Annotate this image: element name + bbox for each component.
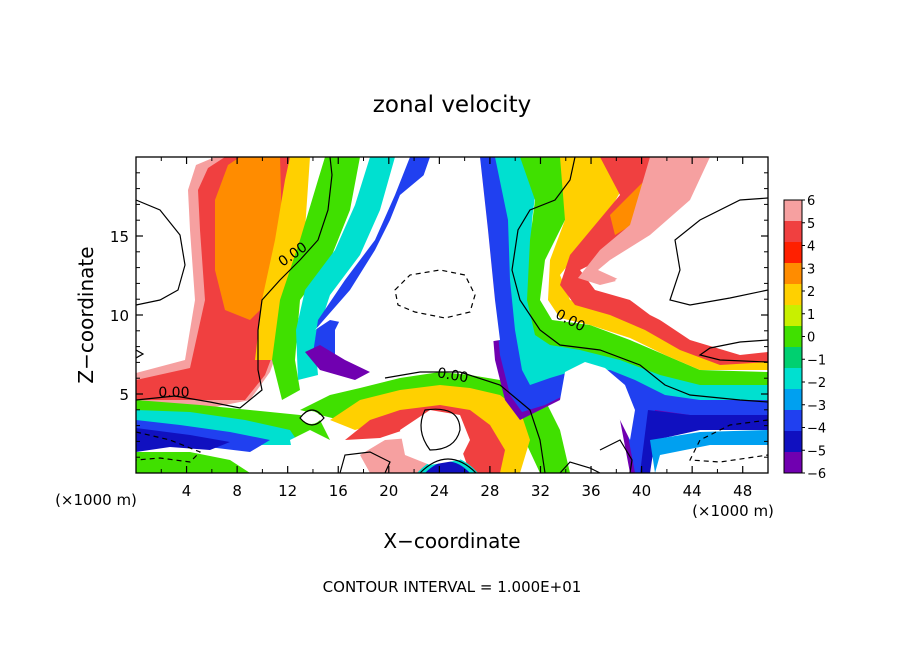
x-tick-label: 24	[430, 482, 449, 500]
colorbar-swatch	[784, 263, 802, 284]
contour-zero-central	[384, 371, 546, 473]
south-central-void	[400, 410, 470, 465]
left-column-yellow	[255, 157, 310, 360]
colorbar-swatch	[784, 326, 802, 347]
colorbar-swatch	[784, 452, 802, 473]
central-void	[315, 157, 500, 345]
x-tick-label: 44	[683, 482, 702, 500]
colorbar-label: 5	[807, 217, 815, 232]
contour-zero-left	[136, 157, 333, 409]
colorbar-label: −2	[807, 376, 826, 391]
x-axis-unit-left: (×1000 m)	[55, 491, 137, 509]
x-tick-label: 20	[379, 482, 398, 500]
east-column-green	[520, 157, 768, 385]
colorbar-swatch	[784, 368, 802, 389]
x-axis-label: X−coordinate	[383, 529, 520, 553]
x-tick-label: 28	[480, 482, 499, 500]
x-tick-label: 8	[232, 482, 242, 500]
east-lower-void	[560, 362, 635, 440]
colorbar: 6 5 4 3 2 1 0 −1 −2 −3 −4 −5 −6	[783, 194, 826, 482]
x-tick-label: 32	[531, 482, 550, 500]
colorbar-swatch	[784, 410, 802, 431]
chart-title: zonal velocity	[373, 92, 531, 118]
colorbar-swatch	[784, 431, 802, 452]
colorbar-label: −6	[807, 467, 826, 482]
x-tick-label: 40	[632, 482, 651, 500]
lower-left-void	[290, 430, 340, 473]
central-band-yellow	[330, 385, 530, 473]
colorbar-label: −1	[807, 353, 826, 368]
colorbar-label: 1	[807, 308, 815, 323]
colorbar-swatch	[784, 305, 802, 326]
x-tick-label: 4	[182, 482, 192, 500]
colorbar-label: 6	[807, 194, 815, 209]
colorbar-label: 0	[807, 331, 815, 346]
x-tick-label: 12	[278, 482, 297, 500]
colorbar-label: −3	[807, 399, 826, 414]
colorbar-swatch	[784, 221, 802, 242]
colorbar-swatch	[784, 200, 802, 221]
contour-south-left	[339, 451, 391, 473]
lower-left-navy	[136, 428, 230, 452]
x-axis-unit-right: (×1000 m)	[692, 502, 774, 520]
contour-dash-lower-left	[136, 431, 202, 463]
x-axis: 4 8 12 16 20 24 28 32 36 40 44 48	[160, 157, 752, 500]
y-axis-label: Z−coordinate	[74, 246, 98, 383]
bottom-blue-dome	[425, 461, 470, 473]
east-column-yellow	[548, 157, 768, 370]
y-tick-label: 10	[110, 307, 129, 325]
contour-upper-right	[669, 197, 768, 306]
x-tick-label: 48	[733, 482, 752, 500]
colorbar-label: −4	[807, 422, 826, 437]
y-tick-label: 5	[119, 386, 129, 404]
colorbar-swatch	[784, 284, 802, 305]
contour-lines	[136, 157, 768, 473]
y-tick-label: 15	[110, 228, 129, 246]
x-tick-label: 36	[581, 482, 600, 500]
contour-dash-central	[394, 269, 476, 319]
colorbar-swatch	[784, 389, 802, 410]
colorbar-label: 2	[807, 285, 815, 300]
colorbar-swatch	[784, 242, 802, 263]
contour-south-loop	[420, 408, 461, 451]
west-band-cyan	[296, 157, 395, 380]
colorbar-label: 4	[807, 240, 815, 255]
lower-right-navy	[640, 410, 768, 473]
central-band-red	[345, 405, 505, 473]
colorbar-label: −5	[807, 444, 826, 459]
contour-bottom-right	[559, 461, 601, 473]
lower-right-cyan	[650, 430, 768, 473]
x-tick-label: 16	[329, 482, 348, 500]
contour-zero-east	[511, 157, 768, 403]
west-band-purple	[305, 345, 370, 380]
east-column-pink	[578, 157, 710, 285]
contour-bottom-dome	[419, 458, 477, 473]
contour-label: 0.00	[158, 385, 189, 401]
y-axis: 5 10 15	[110, 172, 768, 458]
contour-label: 0.00	[436, 365, 469, 386]
small-left-void	[300, 411, 322, 424]
bottom-left-green	[136, 452, 250, 473]
contour-left-edge	[136, 349, 145, 359]
east-column-red	[560, 157, 768, 365]
colorbar-label: 3	[807, 262, 815, 277]
colorbar-swatch	[784, 347, 802, 368]
contour-small-left	[299, 409, 325, 426]
contour-interval-note: CONTOUR INTERVAL = 1.000E+01	[323, 578, 582, 596]
east-upper-void	[615, 190, 768, 345]
contour-dash-lower-right	[689, 419, 768, 463]
velocity-field	[136, 157, 768, 473]
left-column-orange	[215, 157, 282, 320]
contour-mid-right	[698, 339, 768, 363]
contour-zero-right	[599, 439, 633, 473]
contour-upper-left	[136, 199, 186, 306]
